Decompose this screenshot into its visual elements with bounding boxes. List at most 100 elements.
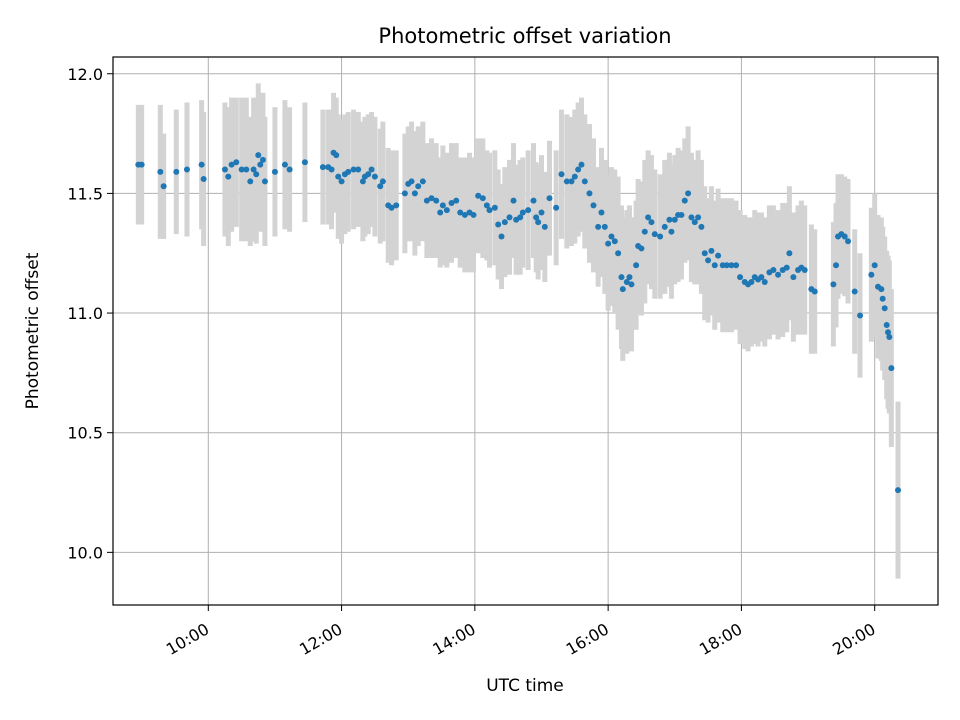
data-point <box>601 223 608 230</box>
data-point <box>666 216 673 223</box>
data-point <box>517 214 524 221</box>
data-point <box>598 209 605 216</box>
data-point <box>257 161 264 168</box>
data-point <box>243 166 250 173</box>
data-point <box>470 211 477 218</box>
y-tick-label: 10.5 <box>67 424 103 443</box>
data-point <box>881 305 888 312</box>
data-point <box>160 183 167 190</box>
data-point <box>586 190 593 197</box>
x-axis-label: UTC time <box>486 676 564 696</box>
data-point <box>495 221 502 228</box>
data-point <box>388 204 395 211</box>
data-point <box>618 274 625 281</box>
data-point <box>701 250 708 257</box>
data-point <box>628 281 635 288</box>
data-point <box>247 178 254 185</box>
data-point <box>491 204 498 211</box>
data-point <box>301 159 308 166</box>
data-point <box>758 274 765 281</box>
data-point <box>228 161 235 168</box>
x-tick-label: 18:00 <box>696 619 745 659</box>
error-bars <box>135 83 901 579</box>
data-point <box>578 161 585 168</box>
data-point <box>611 238 618 245</box>
data-point <box>250 166 257 173</box>
data-point <box>698 223 705 230</box>
data-point <box>581 178 588 185</box>
data-point <box>668 228 675 235</box>
data-point <box>571 173 578 180</box>
data-point <box>393 202 400 209</box>
data-point <box>198 161 205 168</box>
data-point <box>415 183 422 190</box>
data-point <box>157 168 164 175</box>
data-point <box>568 178 575 185</box>
data-point <box>641 228 648 235</box>
data-point <box>338 178 345 185</box>
data-point <box>841 233 848 240</box>
data-point <box>626 274 633 281</box>
data-point <box>715 252 722 259</box>
data-point <box>775 271 782 278</box>
data-point <box>453 197 460 204</box>
data-point <box>483 202 490 209</box>
data-point <box>790 274 797 281</box>
data-point <box>501 219 508 226</box>
data-point <box>783 264 790 271</box>
data-point <box>671 216 678 223</box>
data-point <box>871 262 878 269</box>
data-point <box>328 166 335 173</box>
data-point <box>723 262 730 269</box>
data-point <box>255 152 262 159</box>
data-point <box>691 219 698 226</box>
data-point <box>457 209 464 216</box>
data-point <box>486 207 493 214</box>
data-point <box>335 173 342 180</box>
data-point <box>811 288 818 295</box>
y-tick-label: 11.0 <box>67 304 103 323</box>
data-point <box>377 183 384 190</box>
data-point <box>423 197 430 204</box>
y-tick-label: 12.0 <box>67 65 103 84</box>
data-point <box>786 250 793 257</box>
data-point <box>695 214 702 221</box>
data-point <box>506 214 513 221</box>
data-point <box>830 281 837 288</box>
data-point <box>510 197 517 204</box>
data-point <box>437 209 444 216</box>
data-point <box>253 171 260 178</box>
data-point <box>888 365 895 372</box>
data-point <box>355 166 362 173</box>
x-tick-label: 14:00 <box>429 619 478 659</box>
data-point <box>638 245 645 252</box>
data-point <box>728 262 735 269</box>
data-point <box>498 233 505 240</box>
x-axis-ticks: 10:00 12:00 14:00 16:00 18:00 20:00 <box>163 605 879 659</box>
data-point <box>657 233 664 240</box>
data-point <box>233 159 240 166</box>
data-point <box>401 190 408 197</box>
data-point <box>345 168 352 175</box>
data-point <box>705 257 712 264</box>
data-point <box>419 178 426 185</box>
data-point <box>200 176 207 183</box>
data-point <box>761 278 768 285</box>
data-point <box>225 173 232 180</box>
data-point <box>379 178 386 185</box>
data-point <box>678 211 685 218</box>
data-point <box>879 295 886 302</box>
data-point <box>590 202 597 209</box>
data-point <box>648 219 655 226</box>
data-point <box>733 262 740 269</box>
data-point <box>681 197 688 204</box>
data-point <box>833 262 840 269</box>
data-point <box>183 166 190 173</box>
data-point <box>885 329 892 336</box>
data-point <box>619 286 626 293</box>
data-point <box>173 168 180 175</box>
data-point <box>138 161 145 168</box>
data-point <box>737 274 744 281</box>
data-point <box>748 278 755 285</box>
data-point <box>770 266 777 273</box>
